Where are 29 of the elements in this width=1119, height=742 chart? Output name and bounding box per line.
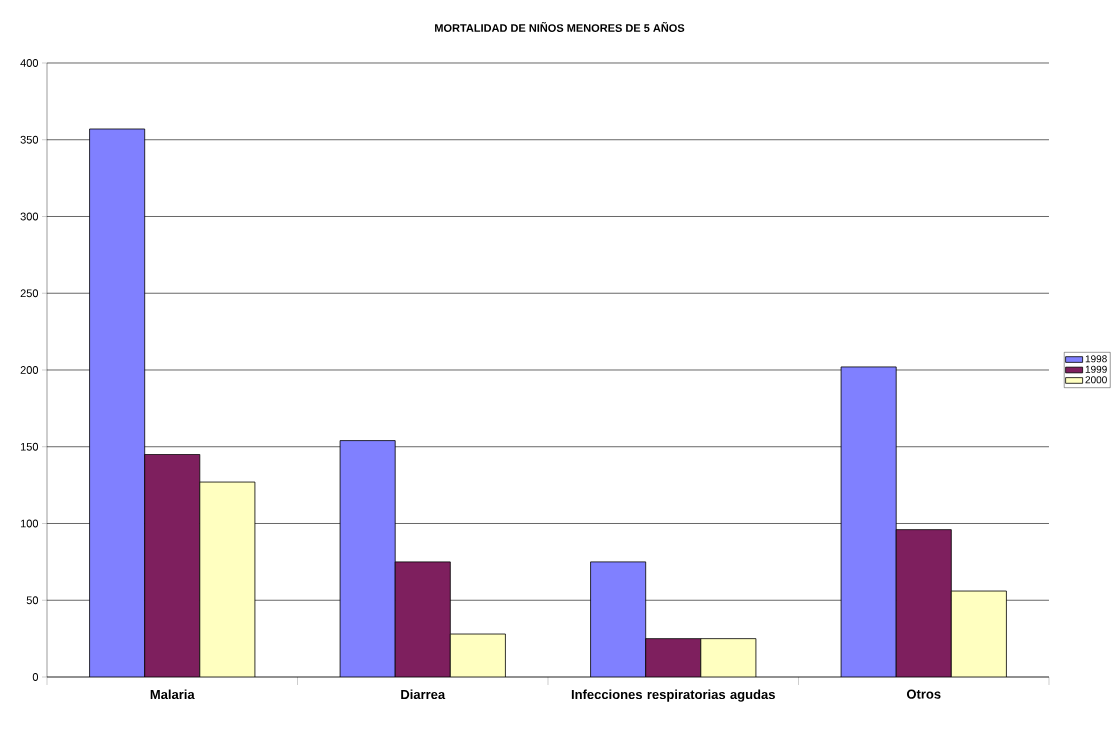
bar	[144, 454, 201, 677]
x-tick-label: Otros	[906, 689, 941, 699]
legend-label: 2000	[1085, 376, 1107, 384]
chart-title: MORTALIDAD DE NIÑOS MENORES DE 5 AÑOS	[435, 22, 685, 32]
bar	[840, 366, 897, 677]
bar	[394, 561, 451, 677]
y-tick-label: 100	[20, 519, 39, 528]
x-tick-label: Infecciones respiratorias agudas	[571, 689, 775, 702]
legend-label: 1999	[1085, 365, 1107, 373]
bar	[950, 590, 1007, 677]
bar	[895, 529, 952, 677]
x-tick-label: Diarrea	[401, 689, 446, 700]
y-tick-label: 400	[20, 59, 39, 67]
y-tick-label: 350	[20, 135, 39, 144]
x-tick-label: Malaria	[150, 689, 195, 700]
legend-label: 1998	[1085, 355, 1107, 363]
y-tick-label: 0	[32, 673, 39, 681]
y-tick-label: 50	[26, 596, 39, 605]
bar	[199, 481, 256, 677]
bar	[700, 638, 757, 677]
bar	[449, 633, 506, 677]
bar	[89, 128, 146, 677]
y-tick-label: 150	[20, 442, 39, 451]
y-tick-label: 300	[20, 212, 39, 221]
y-tick-label: 250	[20, 289, 39, 298]
bar	[590, 561, 647, 677]
bar	[645, 638, 702, 677]
y-tick-label: 200	[20, 366, 39, 374]
bar	[339, 440, 396, 677]
